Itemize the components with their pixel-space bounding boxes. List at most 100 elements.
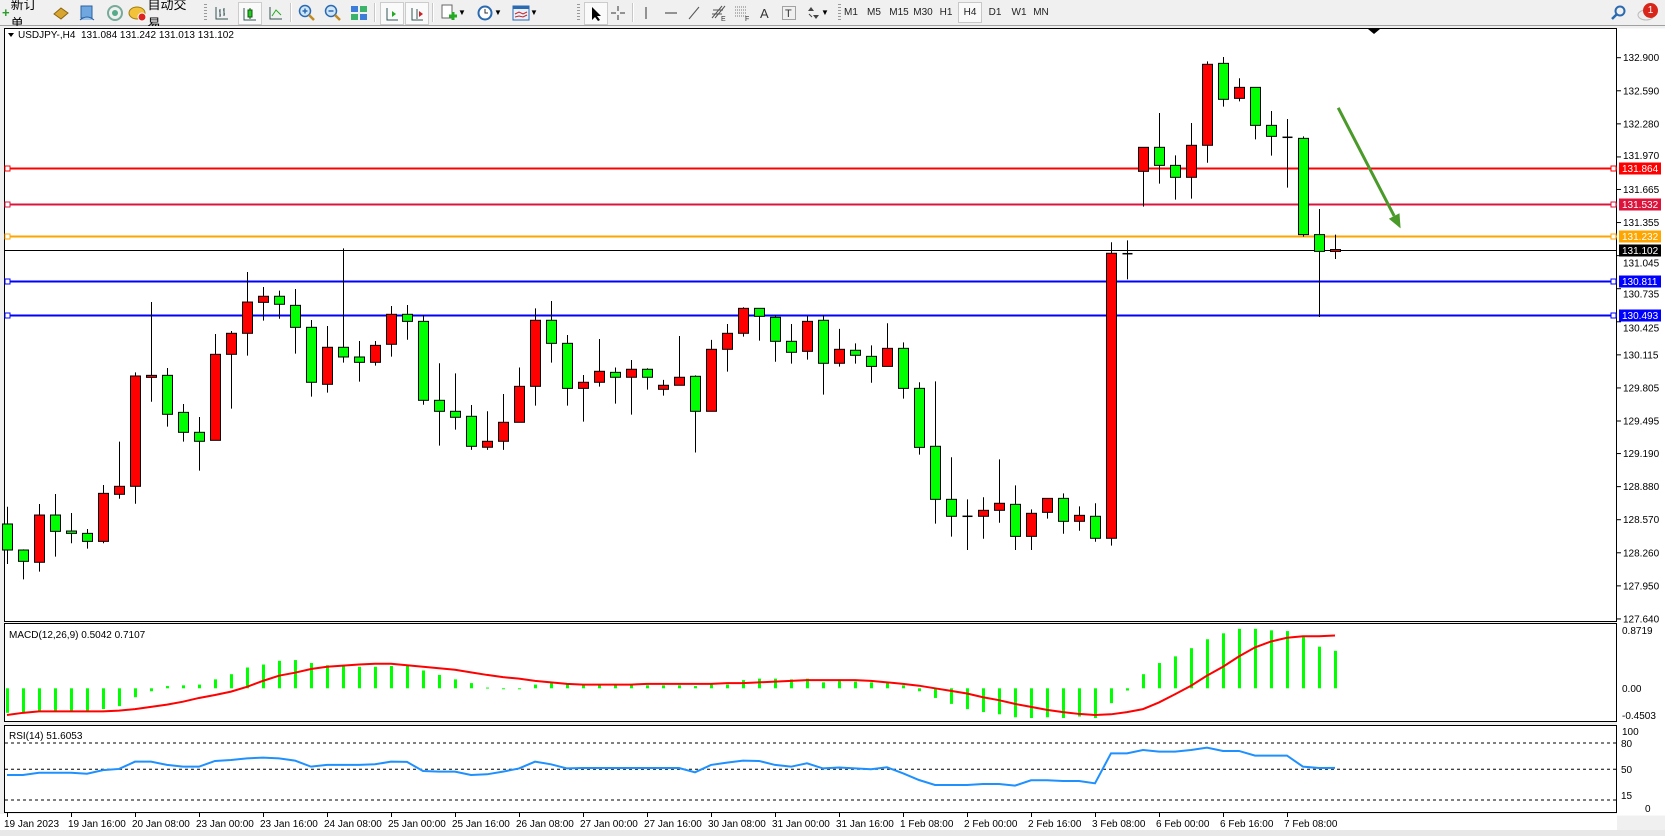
macd-histogram-bar	[70, 688, 73, 711]
chevron-down-icon[interactable]	[8, 33, 14, 37]
text-button[interactable]: A	[755, 2, 775, 23]
crosshair-button[interactable]	[608, 2, 628, 23]
macd-histogram-bar	[294, 660, 297, 689]
candle-body	[178, 411, 189, 433]
svg-text:F: F	[745, 16, 749, 22]
candle	[370, 340, 381, 366]
candle-body	[18, 549, 29, 562]
macd-histogram-bar	[1126, 688, 1129, 691]
chart-shift-button[interactable]	[405, 2, 429, 25]
rsi-line	[7, 746, 1336, 787]
macd-histogram-bar	[1158, 663, 1161, 689]
search-button[interactable]	[1608, 2, 1628, 23]
price-axis-labels: 132.900 132.590 132.280 131.970 131.665 131.3…	[1617, 53, 1660, 625]
candle	[210, 333, 221, 441]
macd-histogram-bar	[1142, 674, 1145, 689]
candle-body	[546, 319, 557, 344]
candle-body	[914, 387, 925, 448]
candle	[194, 416, 205, 471]
candle-body	[1330, 249, 1341, 252]
navigator-button[interactable]	[76, 2, 98, 23]
macd-signal-line	[6, 634, 1336, 717]
text-label-button[interactable]: T	[779, 2, 799, 23]
price-badge	[1619, 230, 1661, 243]
bottom-strip	[0, 830, 1665, 836]
macd-histogram-bar	[486, 687, 489, 689]
time-axis-label: 6 Feb 16:00	[1220, 819, 1274, 830]
timeframe-w1[interactable]: W1	[1011, 7, 1027, 18]
macd-histogram-bar	[678, 685, 681, 689]
arrows-button[interactable]: ▼	[802, 2, 832, 23]
candle	[482, 411, 493, 450]
line-handle-right	[1610, 312, 1617, 319]
time-axis-label: 1 Feb 08:00	[900, 819, 954, 830]
candle	[418, 314, 429, 405]
candle	[1074, 506, 1085, 531]
time-axis-label: 30 Jan 08:00	[708, 819, 766, 830]
candle	[1202, 61, 1213, 163]
zoom-out-icon	[324, 4, 341, 21]
candle-body	[290, 304, 301, 328]
fibonacci-button[interactable]: E	[707, 2, 729, 23]
candle	[1090, 503, 1101, 542]
time-axis-label: 23 Jan 16:00	[260, 819, 318, 830]
notifications-button[interactable]: 1	[1634, 2, 1662, 23]
macd-histogram-bar	[1062, 688, 1065, 719]
macd-histogram-bar	[1174, 656, 1177, 689]
timeframe-m15[interactable]: M15	[889, 7, 909, 18]
macd-window[interactable]	[4, 623, 1617, 722]
timeframe-mn[interactable]: MN	[1033, 7, 1049, 18]
line-chart-button[interactable]	[266, 2, 286, 23]
timeframe-h1[interactable]: H1	[939, 7, 953, 18]
zoom-in-button[interactable]	[296, 2, 318, 23]
candle	[1298, 136, 1309, 237]
candle-body	[82, 532, 93, 542]
horizontal-line-button[interactable]	[661, 2, 681, 23]
trendline-button[interactable]	[684, 2, 704, 23]
price-badge-text: 131.532	[1622, 200, 1659, 211]
market-watch-button[interactable]	[50, 2, 72, 23]
timeframe-d1[interactable]: D1	[988, 7, 1002, 18]
signals-button[interactable]	[104, 2, 126, 23]
timeframe-m30[interactable]: M30	[913, 7, 933, 18]
line-chart-icon	[269, 6, 282, 19]
macd-histogram-bar	[614, 685, 617, 689]
indicators-button[interactable]: ▼	[438, 2, 468, 23]
timeframe-m5[interactable]: M5	[867, 7, 881, 18]
time-axis-label: 2 Feb 16:00	[1028, 819, 1082, 830]
candle	[770, 314, 781, 362]
candle	[994, 459, 1005, 523]
candle	[1282, 118, 1293, 188]
candle	[1042, 497, 1053, 519]
candle-body	[210, 353, 221, 441]
vertical-line-button[interactable]	[636, 2, 656, 23]
fibonacci-lines-button[interactable]: F	[731, 2, 753, 23]
macd-histogram-bar	[342, 666, 345, 689]
cursor-button[interactable]	[584, 2, 608, 25]
candle	[1330, 234, 1341, 260]
candle	[978, 497, 989, 539]
tile-windows-button[interactable]	[348, 2, 370, 23]
timeframe-h4[interactable]: H4	[958, 2, 982, 23]
chart-shift-marker-icon[interactable]	[1368, 29, 1380, 34]
down-arrow-annotation[interactable]	[1336, 107, 1401, 229]
price-badges: 131.864 131.532 131.232 130.811 130.493 131.1…	[1619, 162, 1661, 322]
candle	[722, 324, 733, 372]
line-handle-right	[1610, 278, 1617, 285]
timeframe-m1[interactable]: M1	[844, 7, 858, 18]
macd-histogram-bar	[1190, 648, 1193, 689]
crosshair-icon	[611, 5, 625, 20]
time-axis-label: 6 Feb 00:00	[1156, 819, 1210, 830]
macd-histogram-bar	[454, 679, 457, 689]
templates-button[interactable]: ▼	[510, 2, 540, 23]
candlestick-button[interactable]	[238, 2, 262, 25]
macd-histogram-bar	[54, 688, 57, 712]
candle-body	[130, 375, 141, 487]
auto-scroll-button[interactable]	[380, 2, 404, 25]
periods-button[interactable]: ▼	[474, 2, 504, 23]
zoom-out-button[interactable]	[322, 2, 344, 23]
candle	[354, 340, 365, 382]
candle-body	[306, 326, 317, 383]
bar-chart-button[interactable]	[212, 2, 232, 23]
